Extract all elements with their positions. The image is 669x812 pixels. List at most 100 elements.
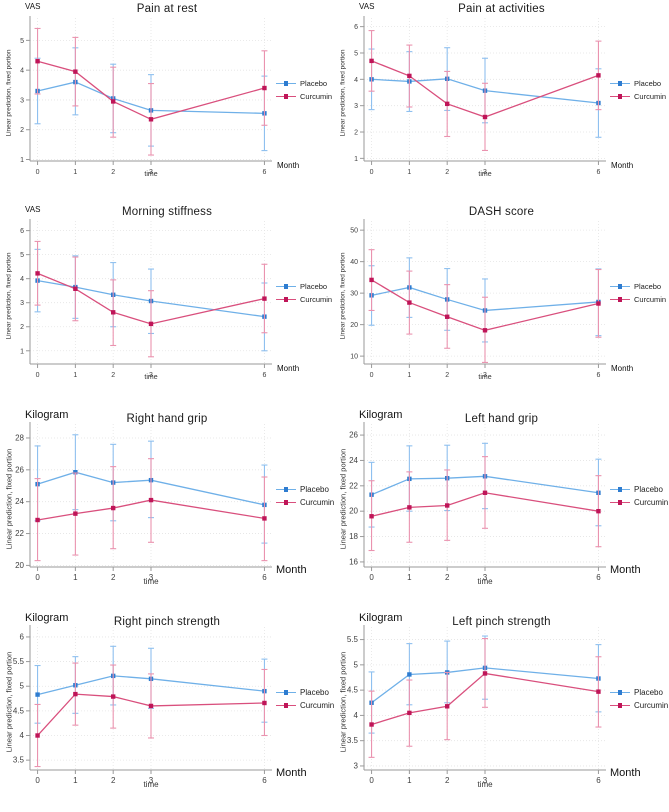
svg-text:1: 1 bbox=[354, 156, 358, 163]
curcumin-line-marker-icon bbox=[610, 94, 630, 99]
legend-item-placebo: Placebo bbox=[276, 688, 334, 697]
month-label: Month bbox=[277, 364, 300, 373]
month-label: Month bbox=[277, 161, 300, 170]
legend-label-curcumin: Curcumin bbox=[634, 701, 669, 710]
svg-text:4.5: 4.5 bbox=[347, 686, 359, 695]
chart-title: Right pinch strength bbox=[113, 616, 221, 628]
svg-text:2: 2 bbox=[111, 776, 116, 785]
chart-cell-pain-at-rest: VAS Pain at rest Linear prediction, fixe… bbox=[0, 0, 334, 203]
svg-text:16: 16 bbox=[349, 557, 358, 566]
svg-text:0: 0 bbox=[35, 776, 40, 785]
legend-item-curcumin: Curcumin bbox=[610, 92, 666, 101]
svg-text:4: 4 bbox=[20, 276, 24, 283]
chart-cell-right-pinch-strength: Kilogram Right pinch strength Linear pre… bbox=[0, 609, 334, 812]
chart-cell-morning-stiffness: VAS Morning stiffness Linear prediction,… bbox=[0, 203, 334, 406]
svg-text:6: 6 bbox=[596, 372, 600, 379]
svg-text:4: 4 bbox=[354, 77, 358, 84]
legend-item-placebo: Placebo bbox=[276, 282, 332, 291]
svg-text:0: 0 bbox=[369, 776, 374, 785]
x-axis-title: time bbox=[144, 374, 158, 381]
svg-text:3: 3 bbox=[149, 169, 153, 176]
svg-text:4.5: 4.5 bbox=[13, 706, 25, 715]
svg-text:40: 40 bbox=[350, 259, 358, 266]
legend-label-placebo: Placebo bbox=[300, 688, 329, 697]
legend: Placebo Curcumin bbox=[276, 688, 334, 710]
curcumin-line-marker-icon bbox=[276, 297, 296, 302]
svg-text:6: 6 bbox=[354, 24, 358, 31]
axis-unit-label: Kilogram bbox=[359, 612, 403, 624]
legend-item-placebo: Placebo bbox=[276, 485, 334, 494]
legend-item-curcumin: Curcumin bbox=[276, 295, 332, 304]
svg-text:3: 3 bbox=[149, 573, 154, 582]
svg-text:3: 3 bbox=[483, 776, 488, 785]
legend-label-placebo: Placebo bbox=[300, 282, 328, 291]
chart-title: Right hand grip bbox=[126, 413, 208, 425]
chart-cell-left-pinch-strength: Kilogram Left pinch strength Linear pred… bbox=[334, 609, 669, 812]
svg-text:24: 24 bbox=[349, 456, 358, 465]
svg-text:1: 1 bbox=[73, 776, 78, 785]
legend: Placebo Curcumin bbox=[610, 688, 668, 710]
svg-text:2: 2 bbox=[111, 169, 115, 176]
axis-unit-label: Kilogram bbox=[25, 409, 69, 421]
x-axis-title: time bbox=[477, 577, 493, 586]
svg-text:50: 50 bbox=[350, 228, 358, 235]
legend-label-curcumin: Curcumin bbox=[300, 295, 333, 304]
svg-text:0: 0 bbox=[36, 372, 40, 379]
plot-area: 1 2 3 4 5 6 0 1 2 3 6 bbox=[354, 16, 606, 176]
svg-text:0: 0 bbox=[35, 573, 40, 582]
legend: Placebo Curcumin bbox=[276, 282, 332, 304]
svg-text:28: 28 bbox=[15, 433, 24, 442]
legend: Placebo Curcumin bbox=[610, 485, 668, 507]
svg-text:2: 2 bbox=[111, 372, 115, 379]
curcumin-line-marker-icon bbox=[276, 500, 296, 505]
chart-cell-dash-score: DASH score Linear prediction, fixed port… bbox=[334, 203, 669, 406]
axis-unit-label: Kilogram bbox=[25, 612, 69, 624]
axis-unit-label: VAS bbox=[25, 205, 41, 214]
legend-item-placebo: Placebo bbox=[610, 485, 668, 494]
svg-text:6: 6 bbox=[596, 169, 600, 176]
axis-unit-label: VAS bbox=[359, 2, 375, 11]
svg-text:0: 0 bbox=[369, 573, 374, 582]
svg-text:3: 3 bbox=[354, 761, 359, 770]
svg-text:30: 30 bbox=[350, 291, 358, 298]
svg-text:0: 0 bbox=[36, 169, 40, 176]
legend-item-curcumin: Curcumin bbox=[276, 498, 334, 507]
x-axis-title: time bbox=[478, 374, 492, 381]
svg-text:2: 2 bbox=[445, 169, 449, 176]
svg-text:1: 1 bbox=[20, 348, 24, 355]
x-axis-title: time bbox=[478, 171, 492, 178]
svg-text:1: 1 bbox=[73, 573, 78, 582]
x-axis-title: time bbox=[143, 577, 159, 586]
x-axis-title: time bbox=[143, 780, 159, 789]
legend-item-curcumin: Curcumin bbox=[610, 295, 666, 304]
curcumin-line-marker-icon bbox=[276, 703, 296, 708]
legend: Placebo Curcumin bbox=[276, 485, 334, 507]
chart-title: Pain at rest bbox=[136, 3, 198, 15]
svg-text:3: 3 bbox=[483, 573, 488, 582]
svg-text:1: 1 bbox=[407, 169, 411, 176]
placebo-line-marker-icon bbox=[610, 81, 630, 86]
svg-text:26: 26 bbox=[349, 431, 358, 440]
month-label: Month bbox=[610, 564, 641, 576]
svg-text:6: 6 bbox=[20, 632, 25, 641]
chart-title: DASH score bbox=[468, 206, 535, 218]
plot-area: 20 22 24 26 28 0 1 2 3 6 bbox=[15, 422, 272, 582]
placebo-line-marker-icon bbox=[276, 81, 296, 86]
legend: Placebo Curcumin bbox=[610, 282, 666, 304]
svg-text:3: 3 bbox=[20, 300, 24, 307]
svg-text:2: 2 bbox=[20, 127, 24, 134]
svg-text:5: 5 bbox=[354, 660, 359, 669]
svg-text:1: 1 bbox=[407, 573, 412, 582]
svg-text:4: 4 bbox=[20, 731, 25, 740]
svg-text:22: 22 bbox=[349, 481, 358, 490]
svg-text:5: 5 bbox=[354, 50, 358, 57]
curcumin-line-marker-icon bbox=[276, 94, 296, 99]
svg-text:20: 20 bbox=[349, 507, 358, 516]
legend-item-placebo: Placebo bbox=[276, 79, 332, 88]
svg-text:1: 1 bbox=[20, 157, 24, 164]
plot-area: 1 2 3 4 5 0 1 2 3 6 bbox=[20, 16, 272, 176]
chart-cell-right-hand-grip: Kilogram Right hand grip Linear predicti… bbox=[0, 406, 334, 609]
svg-text:4: 4 bbox=[354, 711, 359, 720]
curcumin-line-marker-icon bbox=[610, 703, 630, 708]
